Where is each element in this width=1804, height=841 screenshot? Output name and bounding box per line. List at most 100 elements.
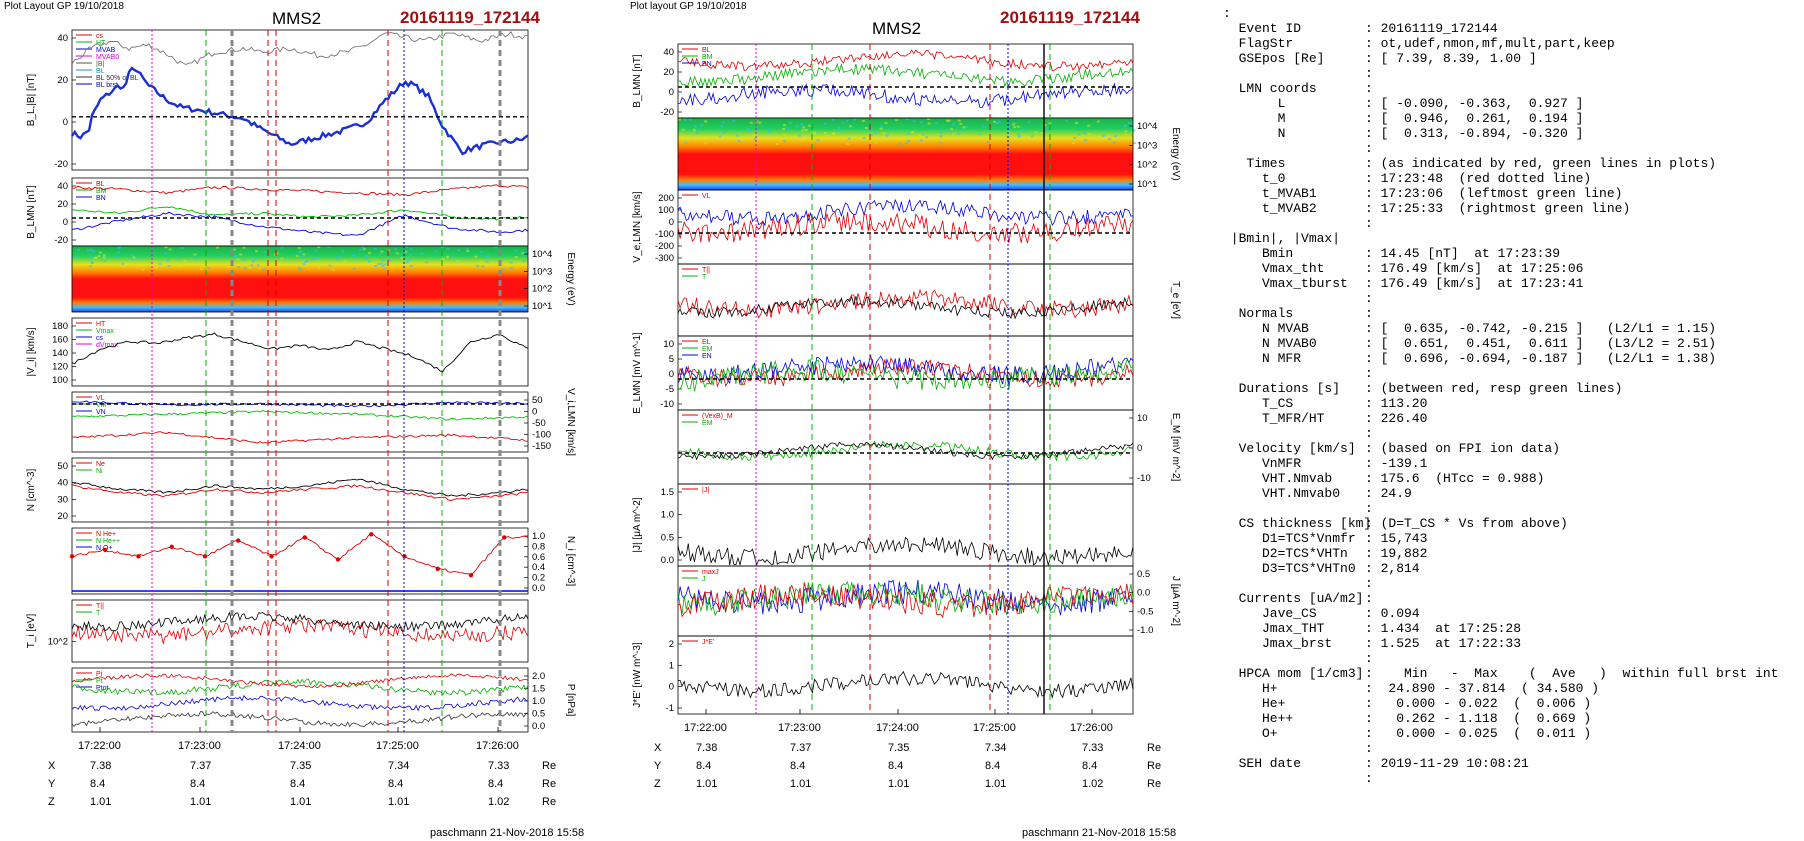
spectrogram-speckle [116, 255, 119, 258]
spectrogram-speckle [117, 264, 121, 267]
legend-entry: MVAB [96, 47, 116, 54]
spectrogram-speckle [130, 258, 134, 261]
spectrogram-speckle [117, 246, 121, 249]
spectrogram-speckle [304, 260, 308, 263]
left-footer: paschmann 21-Nov-2018 15:58 [430, 827, 585, 839]
info-value: : 176.49 [km/s] at 17:25:06 [1365, 261, 1584, 276]
spectrogram-speckle [800, 123, 804, 126]
y-tick-label: 1.0 [661, 510, 674, 521]
y-tick-label: 0 [669, 369, 674, 380]
legend-entry: cs [96, 335, 104, 342]
spectrogram-speckle [377, 263, 380, 266]
spectrogram-speckle [813, 133, 817, 136]
data-point [302, 535, 307, 540]
y-tick-label: 20 [57, 511, 68, 522]
spectrogram-speckle [1087, 124, 1091, 127]
spectrogram-speckle [98, 251, 102, 254]
info-key: CS thickness [km] [1223, 516, 1372, 531]
spectrogram-speckle [681, 128, 685, 131]
spectrogram-speckle [938, 142, 942, 145]
spectrogram-speckle [965, 125, 969, 128]
series-line [677, 582, 1134, 619]
series-ni [71, 478, 529, 497]
spectrogram-speckle [242, 258, 246, 261]
spectrogram-speckle [808, 124, 812, 127]
spectrogram-speckle [1040, 132, 1044, 135]
spectrogram-speckle [278, 262, 282, 265]
spectrogram-speckle [380, 250, 384, 253]
y-tick-label: 1.5 [532, 684, 545, 695]
info-value: : -139.1 [1365, 456, 1428, 471]
info-value: : [1365, 291, 1373, 306]
y-tick-label: 2.0 [532, 671, 545, 682]
spectrogram-speckle [97, 255, 101, 258]
spectrogram-speckle [823, 122, 827, 125]
spectrogram-speckle [305, 259, 309, 262]
legend-entry: T [702, 274, 707, 281]
spectrogram-speckle [960, 130, 964, 133]
legend-entry: Ni [96, 468, 103, 475]
spectrogram-speckle [358, 248, 362, 251]
panel-frame [677, 263, 1134, 337]
y-axis-label: B_LMN [nT] [632, 54, 643, 108]
info-value: : [ 0.313, -0.894, -0.320 ] [1365, 126, 1584, 141]
spectrogram-speckle [1124, 130, 1128, 133]
spectrogram-speckle [89, 249, 93, 252]
position-value: 8.4 [790, 760, 806, 772]
spectrogram-speckle [302, 263, 306, 266]
spectrogram-speckle [183, 259, 187, 262]
info-value: : 24.9 [1365, 486, 1412, 501]
time-tick-label: 17:22:00 [78, 740, 121, 752]
legend-entry: HT [96, 321, 106, 328]
spectrogram-speckle [722, 132, 726, 135]
spectrogram-speckle [262, 268, 266, 271]
series-line [677, 359, 1134, 392]
position-unit: Re [542, 796, 557, 808]
spectrogram-speckle [882, 132, 886, 135]
data-point [202, 554, 208, 559]
data-point [369, 532, 374, 537]
position-unit: Re [1147, 760, 1162, 772]
y-tick-label: 20 [57, 75, 68, 86]
spectrogram-speckle [688, 118, 692, 121]
panel-frame [71, 391, 529, 453]
spectrogram-speckle [816, 139, 820, 142]
info-value: : [ 0.635, -0.742, -0.215 ] (L2/L1 = 1.1… [1365, 321, 1717, 336]
legend-entry: |B| [96, 61, 104, 68]
y-tick-label: 10^3 [1137, 140, 1157, 151]
spectrogram-speckle [302, 253, 306, 256]
y-tick-label: 0 [532, 407, 537, 418]
info-value: : [1365, 141, 1373, 156]
spectrogram-speckle [193, 253, 197, 256]
info-key: Normals [1223, 306, 1294, 321]
legend-entry: |J| [702, 487, 709, 494]
spectrogram-speckle [1034, 131, 1038, 134]
position-value: 8.4 [290, 778, 306, 790]
info-key: T_CS [1223, 396, 1294, 411]
info-key: Jave_CS [1223, 606, 1317, 621]
position-unit: Re [1147, 742, 1162, 754]
y-tick-label: -200 [655, 241, 674, 252]
spectrogram-speckle [1096, 120, 1100, 123]
time-tick-label: 17:25:00 [973, 722, 1016, 734]
spectrogram-speckle [1124, 124, 1127, 127]
spectrogram-speckle [502, 268, 506, 271]
spectrogram-speckle [867, 128, 871, 131]
series-line [677, 581, 1134, 617]
spectrogram-speckle [256, 264, 260, 267]
spectrogram-speckle [352, 267, 356, 270]
spectrogram-speckle [509, 261, 513, 264]
y-tick-label: 1.5 [661, 487, 674, 498]
y-tick-label: 100 [52, 375, 68, 386]
info-key: Jmax_THT [1223, 621, 1325, 636]
spectrogram-speckle [514, 249, 518, 252]
position-value: 7.33 [1082, 742, 1104, 754]
data-point [269, 554, 274, 559]
spectrogram-speckle [521, 252, 525, 255]
spectrogram-speckle [956, 132, 960, 135]
info-key: t_0 [1223, 171, 1286, 186]
spectrogram-speckle [425, 261, 428, 264]
legend-entry: T|| [96, 603, 104, 610]
